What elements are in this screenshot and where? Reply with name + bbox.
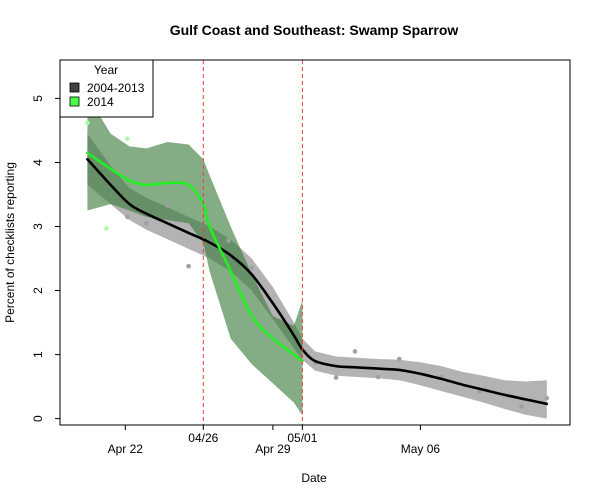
reference-label-04-26: 04/26: [188, 431, 218, 445]
y-tick-label-4: 4: [31, 159, 45, 166]
legend-label-2014: 2014: [87, 95, 114, 109]
confidence-bands: [87, 95, 547, 419]
point-2004-2013-13: [397, 356, 402, 362]
y-axis-label: Percent of checklists reporting: [3, 162, 17, 323]
trend-lines: [86, 151, 549, 406]
legend-title: Year: [94, 63, 118, 77]
chart-title: Gulf Coast and Southeast: Swamp Sparrow: [170, 22, 459, 38]
legend-swatch-2014: [69, 96, 80, 107]
y-tick-label-3: 3: [31, 223, 45, 230]
legend-swatch-2004-2013: [69, 82, 80, 93]
x-tick-label-apr-29: Apr 29: [255, 442, 291, 456]
y-tick-label-2: 2: [31, 287, 45, 294]
point-2004-2013-5: [165, 203, 170, 208]
point-2014-2: [125, 136, 130, 142]
point-2004-2013-12: [375, 374, 381, 380]
y-tick-label-5: 5: [31, 95, 45, 102]
point-2004-2013-11: [352, 349, 358, 354]
point-2004-2013-3: [125, 214, 130, 220]
point-2014-0: [85, 120, 90, 126]
point-2004-2013-10: [333, 375, 339, 380]
point-2014-1: [104, 226, 109, 231]
x-axis: 04/26 05/01 Apr 22 Apr 29 May 06: [108, 425, 441, 456]
x-tick-label-apr-22: Apr 22: [108, 442, 144, 456]
point-2004-2013-16: [519, 404, 524, 409]
point-2004-2013-8: [249, 265, 255, 271]
data-points: [85, 120, 550, 409]
point-2004-2013-6: [186, 263, 191, 269]
x-tick-label-may-06: May 06: [401, 442, 441, 456]
point-2004-2013-4: [144, 221, 149, 226]
plot-frame: [59, 59, 571, 426]
y-axis: 0 1 2 3 4 5: [31, 95, 60, 422]
y-tick-label-0: 0: [31, 415, 45, 422]
x-axis-label: Date: [301, 471, 327, 485]
reference-lines: [202, 60, 303, 425]
legend: Year 2004-2013 2014: [59, 59, 154, 118]
point-2004-2013-7: [226, 238, 231, 243]
y-tick-label-1: 1: [31, 351, 45, 358]
band-2014: [87, 95, 303, 416]
point-2004-2013-15: [477, 389, 482, 395]
reference-label-05-01: 05/01: [287, 431, 317, 445]
point-2004-2013-17: [544, 395, 550, 401]
line-2014: [86, 151, 304, 363]
legend-label-2004-2013: 2004-2013: [87, 81, 145, 95]
line-2004-2013: [86, 158, 549, 406]
